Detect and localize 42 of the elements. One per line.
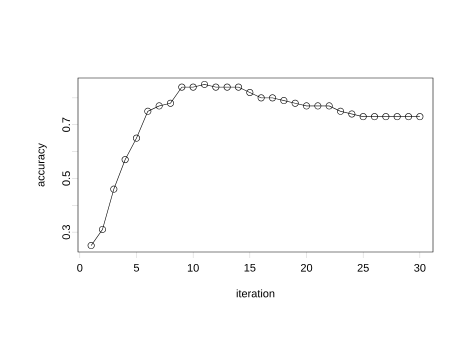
point (246, 88, 254, 96)
x-tick-label: 15 (244, 264, 256, 272)
point (280, 97, 288, 104)
point (314, 102, 322, 110)
point (200, 80, 208, 88)
x-tick-label: 10 (188, 264, 199, 272)
x-axis-title: iteration (236, 289, 274, 298)
y-tick-label: 0.7 (62, 118, 70, 132)
point (98, 226, 106, 233)
x-tick-label: 30 (414, 264, 426, 272)
point (382, 113, 390, 120)
point (132, 134, 140, 142)
point (110, 186, 118, 193)
point (269, 94, 276, 102)
point (224, 84, 231, 91)
x-tick-label: 0 (77, 264, 82, 272)
point (178, 84, 186, 91)
y-axis-title: accuracy (38, 143, 47, 186)
point (416, 113, 424, 120)
point (166, 100, 174, 107)
point (292, 100, 299, 107)
x-tick-label: 25 (358, 264, 369, 272)
point (348, 110, 356, 118)
point (258, 94, 265, 102)
y-tick-label: 0.5 (62, 171, 70, 186)
point (337, 108, 344, 115)
x-tick-label: 5 (134, 264, 140, 272)
point (122, 156, 129, 164)
point (212, 84, 220, 91)
point (190, 84, 197, 91)
point (326, 102, 333, 110)
point (156, 102, 163, 110)
point (371, 113, 378, 120)
y-tick-label: 0.3 (62, 224, 70, 240)
point (394, 113, 401, 120)
point (405, 113, 412, 120)
x-tick-label: 20 (300, 264, 312, 272)
point (303, 102, 310, 110)
point (235, 84, 242, 91)
point (360, 113, 367, 120)
point (88, 242, 95, 250)
point (144, 108, 152, 115)
